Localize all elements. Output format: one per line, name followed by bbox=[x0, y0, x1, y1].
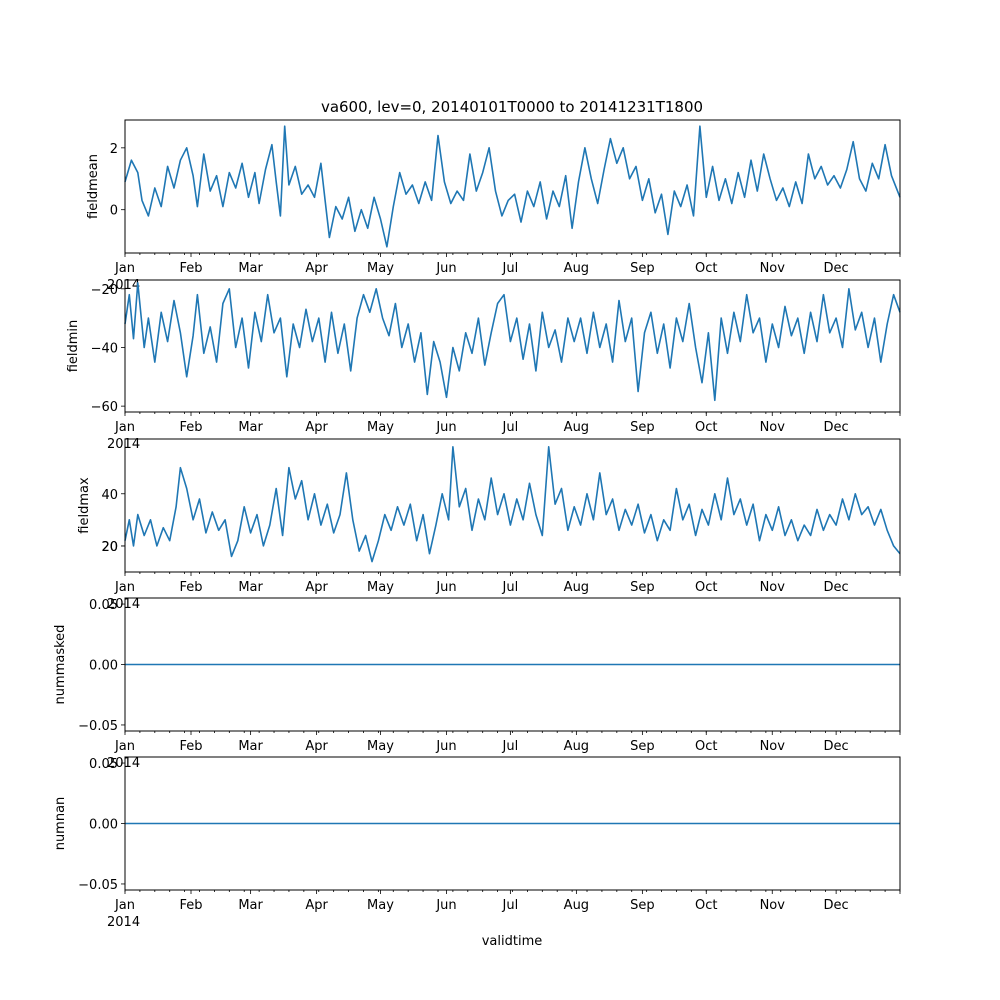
x-tick-label: Dec bbox=[824, 580, 849, 595]
y-tick-label: 0 bbox=[110, 204, 118, 219]
x-tick-label: Aug bbox=[564, 580, 589, 595]
x-tick-label: Apr bbox=[305, 261, 328, 276]
x-tick-label: May bbox=[367, 739, 394, 754]
x-tick-label: Mar bbox=[238, 898, 263, 913]
x-tick-label: Aug bbox=[564, 261, 589, 276]
x-tick-label: Oct bbox=[695, 580, 717, 595]
x-tick-label: Nov bbox=[760, 580, 786, 595]
x-tick-label: Oct bbox=[695, 420, 717, 435]
series-line-fieldmean bbox=[124, 125, 901, 248]
subplot-numnan: Jan Feb Mar Apr May Jun Jul Aug Sep Oct Nov Dec 2014… bbox=[53, 756, 901, 930]
x-tick-label: Jun bbox=[435, 580, 456, 595]
x-tick-label: Jul bbox=[502, 739, 519, 754]
y-tick-label: −0.05 bbox=[78, 878, 118, 893]
x-tick-label: Dec bbox=[824, 420, 849, 435]
x-tick-label: Dec bbox=[824, 898, 849, 913]
x-tick-label: Jun bbox=[435, 739, 456, 754]
x-tick-label: Feb bbox=[179, 739, 202, 754]
x-tick-label: Sep bbox=[630, 420, 655, 435]
y-axis-label: numnan bbox=[53, 797, 68, 851]
x-tick-year-label: 2014 bbox=[107, 915, 140, 930]
x-tick-label: Nov bbox=[760, 898, 786, 913]
x-tick-year-label: 2014 bbox=[107, 278, 140, 293]
x-tick-label: Apr bbox=[305, 420, 328, 435]
x-tick-label: Mar bbox=[238, 739, 263, 754]
axes-frame bbox=[124, 119, 901, 254]
x-tick-label: Mar bbox=[238, 261, 263, 276]
x-tick-label: Sep bbox=[630, 261, 655, 276]
x-tick-label: Apr bbox=[305, 739, 328, 754]
y-tick-label: 0.05 bbox=[89, 757, 118, 772]
x-tick-label: May bbox=[367, 261, 394, 276]
y-tick-label: 2 bbox=[110, 142, 118, 157]
x-tick-label: Nov bbox=[760, 739, 786, 754]
y-tick-label: 0.00 bbox=[89, 659, 118, 674]
y-axis-label: fieldmin bbox=[66, 320, 81, 373]
x-tick-label: Feb bbox=[179, 261, 202, 276]
chart-title: va600, lev=0, 20140101T0000 to 20141231T… bbox=[321, 98, 703, 116]
x-tick-label: Jul bbox=[502, 420, 519, 435]
x-tick-label: Jun bbox=[435, 898, 456, 913]
y-tick-label: −20 bbox=[91, 283, 118, 298]
x-tick-label: Dec bbox=[824, 261, 849, 276]
x-tick-label: May bbox=[367, 420, 394, 435]
x-tick-label: Jan bbox=[114, 739, 135, 754]
x-tick-label: Sep bbox=[630, 898, 655, 913]
x-tick-label: Apr bbox=[305, 580, 328, 595]
x-tick-label: Apr bbox=[305, 898, 328, 913]
y-tick-label: −0.05 bbox=[78, 719, 118, 734]
subplot-fieldmax: Jan Feb Mar Apr May Jun Jul Aug Sep Oct Nov Dec 2014… bbox=[77, 438, 901, 612]
x-tick-label: Feb bbox=[179, 420, 202, 435]
y-tick-label: 40 bbox=[101, 488, 118, 503]
x-tick-label: Jan bbox=[114, 420, 135, 435]
subplots: Jan Feb Mar Apr May Jun Jul Aug Sep Oct Nov Dec 2014… bbox=[53, 119, 901, 930]
series-line-fieldmax bbox=[124, 445, 901, 563]
y-tick-label: −40 bbox=[91, 341, 118, 356]
x-tick-label: Jun bbox=[435, 420, 456, 435]
x-tick-label: Jan bbox=[114, 580, 135, 595]
x-tick-year-label: 2014 bbox=[107, 437, 140, 452]
x-tick-label: Aug bbox=[564, 420, 589, 435]
axes-frame bbox=[124, 438, 901, 573]
y-tick-label: −60 bbox=[91, 400, 118, 415]
x-tick-year-label: 2014 bbox=[107, 756, 140, 771]
x-tick-label: Oct bbox=[695, 898, 717, 913]
x-tick-label: May bbox=[367, 898, 394, 913]
y-tick-label: 0.00 bbox=[89, 818, 118, 833]
x-tick-label: Oct bbox=[695, 261, 717, 276]
x-tick-label: Oct bbox=[695, 739, 717, 754]
x-tick-label: Feb bbox=[179, 580, 202, 595]
y-axis-label: fieldmax bbox=[77, 477, 92, 534]
axes-frame bbox=[124, 279, 901, 413]
x-tick-label: Nov bbox=[760, 420, 786, 435]
y-axis-label: fieldmean bbox=[86, 154, 101, 219]
x-tick-label: Jul bbox=[502, 898, 519, 913]
subplot-nummasked: Jan Feb Mar Apr May Jun Jul Aug Sep Oct Nov Dec 2014… bbox=[53, 597, 901, 771]
x-tick-label: Dec bbox=[824, 739, 849, 754]
x-tick-label: Aug bbox=[564, 898, 589, 913]
series-line-fieldmin bbox=[124, 282, 901, 402]
x-tick-label: Aug bbox=[564, 739, 589, 754]
y-tick-label: 20 bbox=[101, 540, 118, 555]
x-tick-label: Sep bbox=[630, 580, 655, 595]
x-tick-label: May bbox=[367, 580, 394, 595]
x-tick-label: Jun bbox=[435, 261, 456, 276]
x-tick-label: Feb bbox=[179, 898, 202, 913]
x-tick-label: Sep bbox=[630, 739, 655, 754]
x-tick-label: Mar bbox=[238, 580, 263, 595]
x-tick-label: Jul bbox=[502, 261, 519, 276]
x-axis-label: validtime bbox=[482, 934, 543, 949]
y-axis-label: nummasked bbox=[53, 625, 68, 705]
y-tick-label: 20 bbox=[101, 540, 118, 555]
x-tick-label: Jan bbox=[114, 898, 135, 913]
y-tick-label: 0.05 bbox=[89, 598, 118, 613]
x-tick-label: Mar bbox=[238, 420, 263, 435]
x-tick-label: Jul bbox=[502, 580, 519, 595]
subplot-fieldmean: Jan Feb Mar Apr May Jun Jul Aug Sep Oct Nov Dec 2014… bbox=[86, 119, 901, 293]
x-tick-label: Jan bbox=[114, 261, 135, 276]
x-tick-year-label: 2014 bbox=[107, 597, 140, 612]
subplot-fieldmin: Jan Feb Mar Apr May Jun Jul Aug Sep Oct Nov Dec 2014… bbox=[66, 279, 901, 452]
x-tick-label: Nov bbox=[760, 261, 786, 276]
